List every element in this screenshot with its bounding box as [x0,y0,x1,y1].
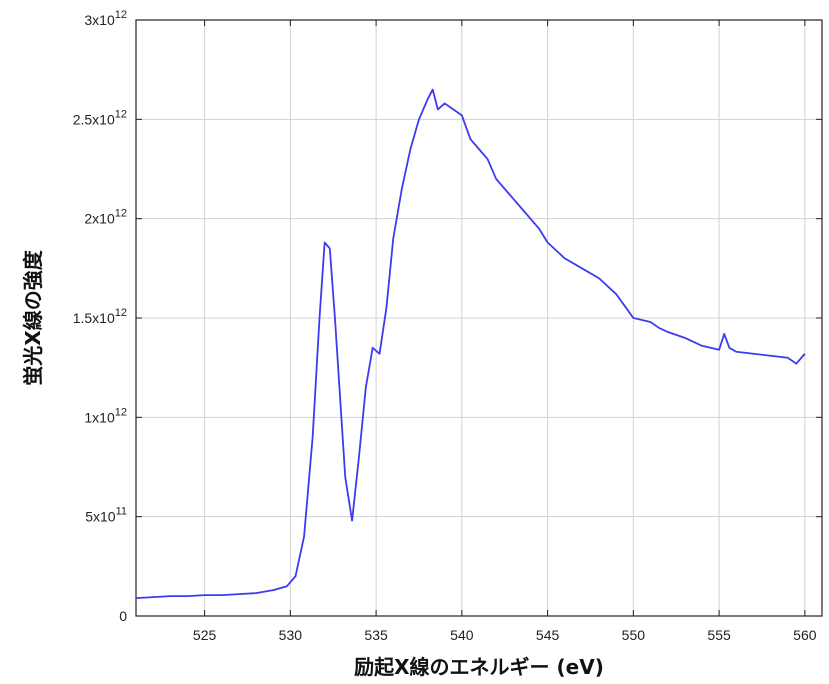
x-tick-label: 560 [793,627,817,643]
y-tick-labels: 0 5x1011 1x1012 1.5x1012 2x1012 2.5x1012 3x101… [73,9,128,624]
x-tick-label: 555 [707,627,731,643]
x-tick-label: 545 [536,627,560,643]
y-tick-label: 1x1012 [84,406,127,425]
y-tick-label: 2x1012 [84,208,127,227]
y-tick-label: 2.5x1012 [73,108,127,127]
x-tick-label: 525 [193,627,217,643]
y-tick-label: 5x1011 [85,506,127,525]
x-tick-label: 535 [364,627,388,643]
x-axis-title: 励起X線のエネルギー (eV) [354,655,604,679]
y-tick-label: 3x1012 [84,9,127,28]
x-tick-label: 540 [450,627,474,643]
y-axis-title: 蛍光X線の強度 [21,249,45,385]
grid-lines [136,19,822,617]
series-line [135,88,806,600]
y-tick-label: 1.5x1012 [73,307,127,326]
axis-ticks [136,19,822,617]
y-tick-label: 0 [119,608,127,624]
x-tick-label: 530 [279,627,303,643]
x-tick-labels: 525 530 535 540 545 550 555 560 [193,627,817,643]
x-tick-label: 550 [622,627,646,643]
series [135,88,806,600]
